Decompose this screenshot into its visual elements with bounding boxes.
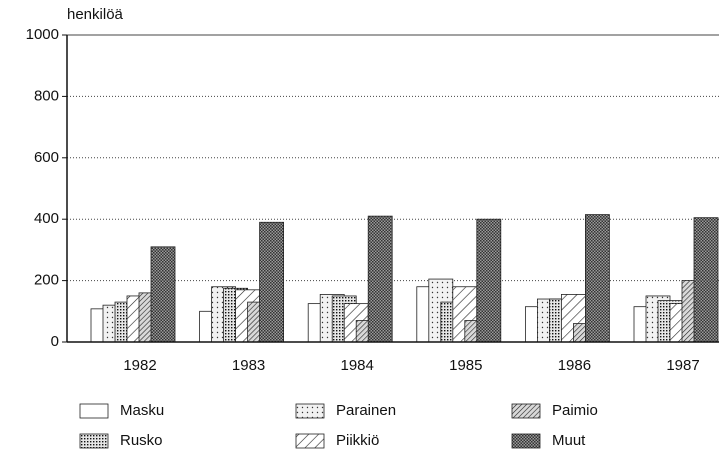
bar <box>693 217 719 343</box>
y-tick-label: 400 <box>34 210 59 227</box>
legend-label: Muut <box>552 432 586 449</box>
y-tick-label: 800 <box>34 87 59 104</box>
y-tick-label: 200 <box>34 272 59 289</box>
legend-swatch <box>79 433 109 449</box>
bar <box>476 218 502 343</box>
legend-label: Paimio <box>552 402 598 419</box>
legend-swatch <box>295 403 325 419</box>
x-tick-label: 1987 <box>666 357 699 374</box>
legend-label: Piikkiö <box>336 432 379 449</box>
legend-label: Rusko <box>120 432 163 449</box>
legend-swatch <box>511 403 541 419</box>
x-tick-label: 1985 <box>449 357 482 374</box>
legend-swatch <box>295 433 325 449</box>
bar <box>150 246 176 343</box>
x-tick-label: 1983 <box>232 357 265 374</box>
bar <box>585 214 610 343</box>
y-tick-label: 0 <box>51 333 59 350</box>
y-axis-label: henkilöä <box>67 6 124 23</box>
y-tick-label: 1000 <box>26 26 59 43</box>
bar <box>259 221 285 343</box>
bar <box>367 215 393 343</box>
legend-label: Masku <box>120 402 164 419</box>
legend-swatch <box>79 403 109 419</box>
x-tick-label: 1984 <box>341 357 374 374</box>
legend-swatch <box>511 433 541 449</box>
x-tick-label: 1986 <box>558 357 591 374</box>
y-tick-label: 600 <box>34 149 59 166</box>
x-tick-label: 1982 <box>123 357 156 374</box>
legend-label: Parainen <box>336 402 396 419</box>
